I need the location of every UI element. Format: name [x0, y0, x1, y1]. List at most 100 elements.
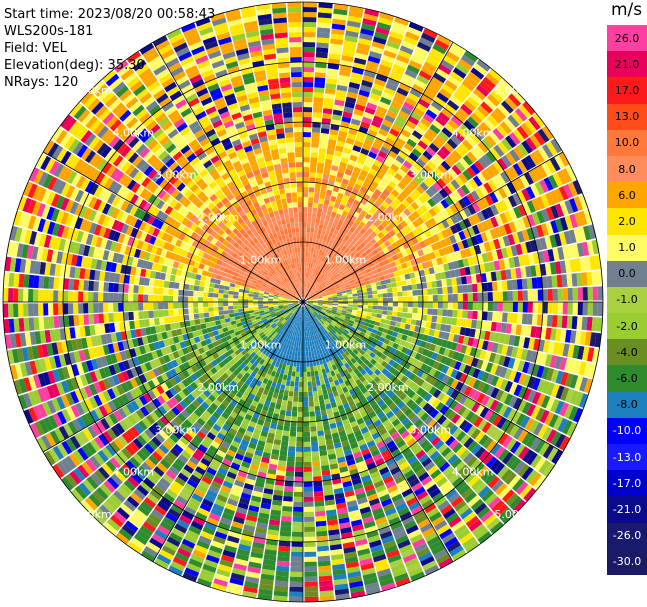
velocity-gate	[219, 332, 226, 339]
velocity-gate	[305, 292, 308, 298]
velocity-gate	[462, 452, 474, 464]
velocity-gate	[312, 268, 316, 274]
velocity-gate	[350, 285, 357, 289]
velocity-gate	[125, 460, 137, 472]
velocity-gate	[361, 346, 368, 352]
velocity-gate	[386, 244, 394, 252]
velocity-gate	[324, 241, 330, 248]
velocity-gate	[534, 238, 543, 251]
velocity-gate	[499, 212, 508, 224]
velocity-gate	[304, 541, 316, 547]
velocity-gate	[309, 309, 313, 314]
velocity-gate	[311, 285, 315, 290]
velocity-gate	[151, 451, 163, 462]
velocity-gate	[403, 35, 418, 46]
velocity-gate	[317, 295, 323, 298]
velocity-gate	[163, 455, 174, 466]
velocity-gate	[200, 440, 211, 449]
velocity-gate	[494, 401, 504, 414]
velocity-gate	[343, 269, 349, 275]
velocity-gate	[327, 305, 333, 309]
velocity-gate	[229, 373, 237, 380]
velocity-gate	[377, 289, 383, 294]
velocity-gate	[224, 544, 237, 554]
velocity-gate	[388, 374, 397, 382]
velocity-gate	[241, 383, 249, 391]
velocity-gate	[345, 286, 352, 291]
velocity-gate	[314, 311, 319, 316]
velocity-gate	[327, 298, 333, 301]
velocity-gate	[347, 86, 359, 94]
velocity-gate	[290, 556, 303, 562]
velocity-gate	[303, 87, 314, 93]
velocity-gate	[371, 249, 379, 256]
velocity-gate	[426, 507, 440, 518]
velocity-gate	[303, 147, 311, 153]
velocity-gate	[318, 271, 322, 277]
velocity-gate	[333, 352, 339, 359]
velocity-gate	[452, 67, 467, 79]
velocity-gate	[155, 447, 166, 459]
velocity-gate	[290, 335, 294, 341]
velocity-gate	[335, 312, 341, 317]
velocity-gate	[536, 196, 546, 210]
velocity-gate	[314, 500, 325, 507]
velocity-gate	[365, 283, 372, 289]
velocity-gate	[550, 369, 559, 383]
velocity-gate	[174, 552, 190, 563]
velocity-gate	[44, 450, 56, 466]
velocity-gate	[114, 470, 127, 483]
velocity-gate	[385, 457, 396, 467]
velocity-gate	[428, 386, 438, 396]
velocity-gate	[191, 493, 204, 503]
velocity-gate	[262, 328, 268, 334]
velocity-gate	[324, 434, 333, 441]
velocity-gate	[303, 42, 316, 48]
velocity-gate	[250, 371, 257, 378]
velocity-gate	[290, 345, 294, 351]
velocity-gate	[394, 185, 403, 194]
velocity-gate	[560, 371, 569, 386]
velocity-gate	[403, 124, 414, 134]
velocity-gate	[344, 551, 358, 559]
velocity-gate	[312, 299, 318, 301]
velocity-gate	[166, 423, 176, 433]
velocity-gate	[274, 580, 289, 587]
velocity-gate	[321, 240, 326, 246]
velocity-gate	[227, 338, 234, 345]
velocity-gate	[331, 553, 344, 561]
velocity-gate	[267, 352, 273, 359]
velocity-gate	[256, 522, 268, 530]
velocity-gate	[170, 359, 179, 368]
velocity-gate	[206, 362, 214, 370]
velocity-gate	[326, 210, 332, 217]
velocity-gate	[406, 138, 417, 148]
velocity-gate	[427, 288, 433, 295]
velocity-gate	[133, 488, 146, 501]
velocity-gate	[250, 437, 259, 445]
velocity-gate	[303, 232, 307, 238]
velocity-gate	[272, 494, 283, 501]
velocity-gate	[256, 318, 262, 323]
velocity-gate	[316, 213, 322, 219]
velocity-gate	[56, 443, 69, 458]
velocity-gate	[400, 128, 411, 138]
velocity-gate	[498, 486, 512, 499]
velocity-gate	[536, 164, 548, 179]
velocity-gate	[206, 489, 218, 499]
velocity-gate	[383, 386, 392, 395]
velocity-gate	[372, 507, 384, 516]
velocity-gate	[329, 129, 339, 136]
velocity-gate	[381, 91, 394, 101]
velocity-gate	[315, 339, 320, 345]
velocity-gate	[518, 446, 530, 460]
velocity-gate	[255, 327, 262, 332]
velocity-gate	[371, 41, 386, 50]
velocity-gate	[300, 316, 302, 322]
velocity-gate	[451, 277, 458, 286]
velocity-gate	[409, 88, 422, 98]
velocity-gate	[332, 257, 338, 263]
velocity-gate	[448, 333, 455, 342]
velocity-gate	[433, 167, 444, 178]
velocity-gate	[409, 272, 416, 279]
